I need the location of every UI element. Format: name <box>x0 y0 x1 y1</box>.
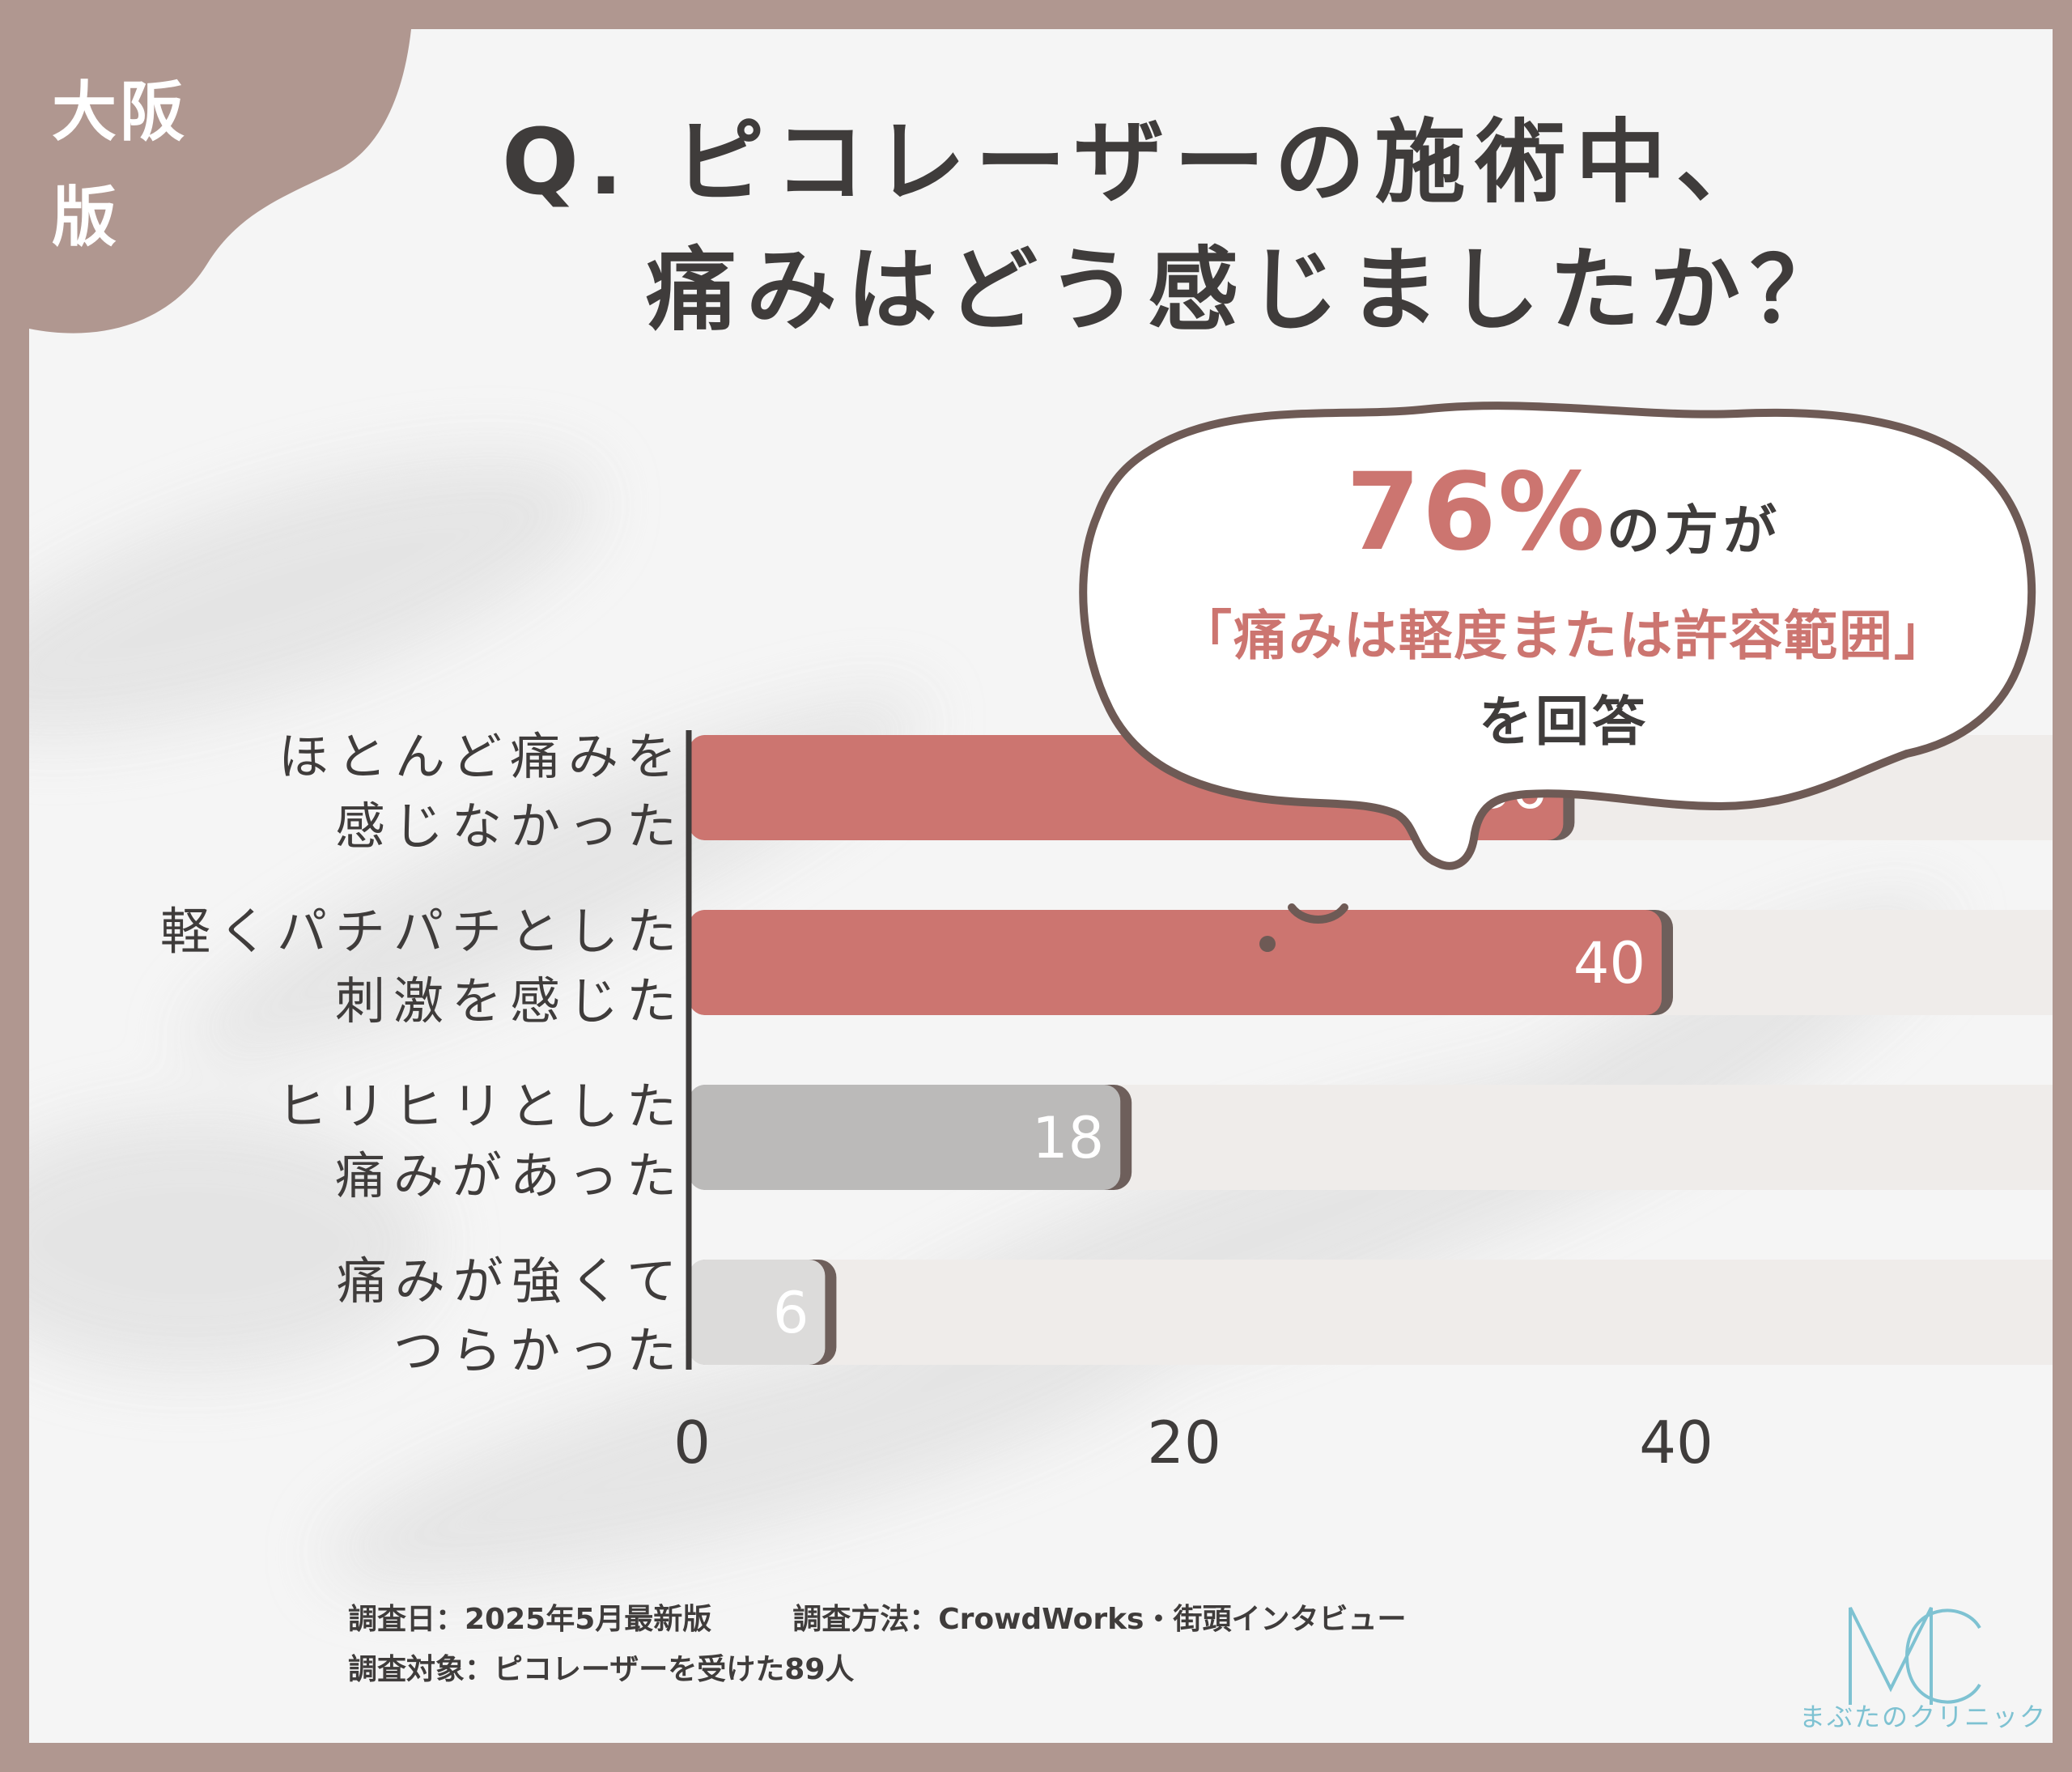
callout-percent: 76% <box>1346 450 1607 575</box>
speech-bubble <box>1079 402 2036 952</box>
content-card: 大阪版 Q. ピコレーザーの施術中、 痛みはどう感じましたか？ 36401860… <box>29 29 2053 1743</box>
category-label-4-line-2: つらかった <box>393 1321 685 1380</box>
clinic-logo-mark <box>1849 1607 1981 1705</box>
bar-value-label-3: 18 <box>1032 1105 1104 1171</box>
corner-shape <box>29 29 411 334</box>
category-label-3-line-2: 痛みがあった <box>334 1146 685 1205</box>
category-label-2-line-2: 刺激を感じた <box>334 971 685 1030</box>
bar-value-label-4: 6 <box>773 1280 809 1346</box>
category-label-2-line-1: 軽くパチパチとした <box>159 902 685 961</box>
callout-headline: 76%の方が <box>1094 450 2033 575</box>
bar-3 <box>689 1085 1121 1190</box>
bar-track-4 <box>689 1260 2053 1365</box>
category-label-3: ヒリヒリとした 痛みがあった <box>94 1072 685 1211</box>
category-label-1-line-2: 感じなかった <box>334 797 685 856</box>
bar-value-label-2: 40 <box>1573 930 1645 996</box>
category-label-3-line-1: ヒリヒリとした <box>276 1077 685 1136</box>
bar-4 <box>689 1260 826 1365</box>
title-line-2: 痛みはどう感じましたか？ <box>646 238 1850 343</box>
clinic-name: まぶたのクリニック <box>1798 1702 2047 1732</box>
title-line-1: Q. ピコレーザーの施術中、 <box>502 110 1777 215</box>
bar-chart: 3640186020406080100 <box>673 730 2053 1477</box>
callout-percent-suffix: の方が <box>1606 499 1781 562</box>
category-label-4-line-1: 痛みが強くて <box>336 1251 685 1311</box>
category-label-1: ほとんど痛みを 感じなかった <box>94 722 685 861</box>
category-label-4: 痛みが強くて つらかった <box>94 1247 685 1386</box>
x-tick-label-20: 20 <box>1147 1409 1221 1477</box>
callout-answer: を回答 <box>1479 691 1649 753</box>
survey-method: 調査方法：CrowdWorks・街頭インタビュー <box>792 1603 1407 1636</box>
category-label-2: 軽くパチパチとした 刺激を感じた <box>94 897 685 1036</box>
x-tick-label-0: 0 <box>673 1409 711 1477</box>
bar-2 <box>689 910 1662 1015</box>
x-tick-label-40: 40 <box>1639 1409 1713 1477</box>
region-tag: 大阪版 <box>52 74 188 255</box>
survey-info-line-1: 調査日：2025年5月最新版 調査方法：CrowdWorks・街頭インタビュー <box>348 1600 1406 1640</box>
survey-target: 調査対象：ピコレーザーを受けた89人 <box>348 1653 855 1686</box>
callout-quote: 「痛みは軽度または許容範囲」 <box>1178 605 1949 667</box>
category-label-1-line-1: ほとんど痛みを <box>278 727 685 786</box>
survey-date: 調査日：2025年5月最新版 <box>348 1603 712 1636</box>
